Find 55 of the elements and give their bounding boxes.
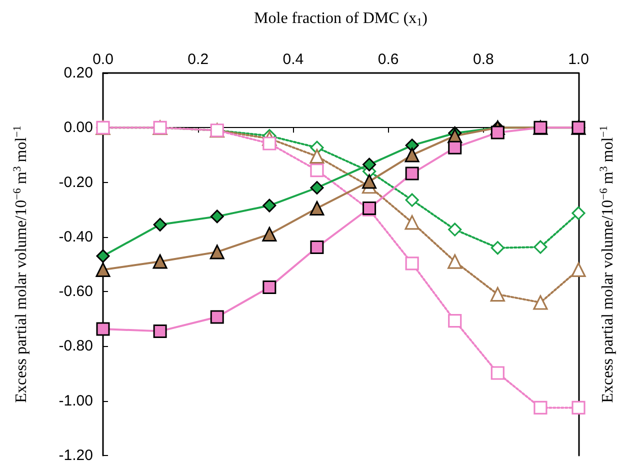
y-tick-label: -0.20 <box>58 174 93 191</box>
point <box>210 210 224 224</box>
point <box>362 174 377 189</box>
x-tick-label: 0.8 <box>472 51 494 68</box>
point <box>448 222 462 236</box>
point <box>490 366 504 380</box>
point <box>96 322 110 336</box>
point <box>572 206 586 220</box>
point <box>448 314 462 328</box>
point <box>405 166 419 180</box>
y-axis-title: Excess partial molar volume/10−6 m3 mol−1 <box>12 126 30 403</box>
x-tick-label: 0.0 <box>92 51 114 68</box>
point <box>490 287 505 302</box>
y-tick-label: -0.40 <box>58 228 93 246</box>
point <box>262 198 276 212</box>
point <box>448 140 462 154</box>
y-tick-label: -1.00 <box>58 392 93 410</box>
point <box>152 254 168 269</box>
y2-axis-title: Excess partial molar volume/10−6 m3 mol−1 <box>598 126 616 403</box>
point <box>571 262 586 278</box>
point <box>362 158 376 172</box>
point <box>262 280 276 294</box>
point <box>404 215 420 230</box>
point <box>534 400 548 414</box>
point <box>210 310 224 324</box>
point <box>533 295 548 310</box>
point <box>310 181 324 194</box>
point <box>490 126 504 140</box>
y-tick-label: -0.80 <box>58 338 93 355</box>
point <box>262 136 276 150</box>
y-tick-label: -0.60 <box>58 283 93 300</box>
y-tick-label: 0.20 <box>64 64 93 82</box>
point <box>405 256 419 270</box>
point <box>534 240 548 254</box>
point <box>310 163 324 178</box>
y-tick-label: 0.00 <box>64 119 93 136</box>
x-tick-label: 0.4 <box>282 51 304 68</box>
point <box>572 400 586 414</box>
x-tick-label: 0.2 <box>188 51 209 68</box>
x-tick-label: 0.6 <box>378 51 399 68</box>
y-tick-label: -1.20 <box>58 447 93 463</box>
point <box>405 193 419 207</box>
point <box>96 249 110 263</box>
x-tick-label: 1.0 <box>568 51 589 68</box>
point <box>310 240 324 254</box>
point <box>404 148 420 162</box>
point <box>310 149 324 164</box>
point <box>262 226 277 242</box>
point <box>310 200 324 216</box>
point <box>210 244 224 260</box>
point <box>153 218 167 232</box>
point <box>96 262 110 277</box>
point <box>153 324 167 338</box>
point <box>448 254 462 269</box>
point <box>490 241 504 255</box>
